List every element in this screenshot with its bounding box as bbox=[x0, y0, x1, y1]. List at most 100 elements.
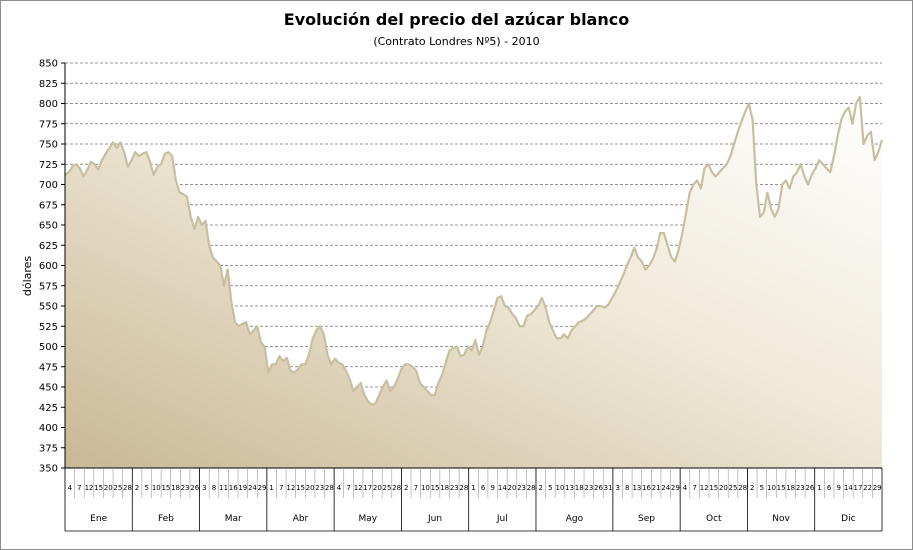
x-day-label: 23 bbox=[517, 484, 526, 492]
y-tick-label: 600 bbox=[39, 261, 58, 272]
y-tick-label: 400 bbox=[39, 423, 58, 434]
x-month-label: Dic bbox=[841, 514, 855, 524]
y-tick-label: 800 bbox=[39, 99, 58, 110]
y-tick-label: 750 bbox=[39, 140, 58, 151]
y-tick-label: 575 bbox=[39, 281, 58, 292]
x-day-label: 29 bbox=[671, 484, 680, 492]
x-day-label: 15 bbox=[94, 484, 103, 492]
x-day-label: 1 bbox=[471, 484, 475, 492]
x-day-label: 4 bbox=[337, 484, 342, 492]
x-day-label: 28 bbox=[392, 484, 401, 492]
x-day-label: 29 bbox=[873, 484, 882, 492]
x-day-label: 23 bbox=[315, 484, 324, 492]
y-tick-label: 425 bbox=[39, 403, 58, 414]
x-day-label: 28 bbox=[527, 484, 536, 492]
x-axis-ticks: 4 7 12 15 20 25 28 2 5 10 15 18 23 26 3 8 11 16 19 24 29 1 7 12… bbox=[64, 468, 883, 532]
y-tick-label: 525 bbox=[39, 322, 58, 333]
x-day-label: 3 bbox=[202, 484, 206, 492]
x-day-label: 20 bbox=[306, 484, 315, 492]
x-day-label: 7 bbox=[77, 484, 81, 492]
x-day-label: 1 bbox=[269, 484, 273, 492]
x-day-label: 29 bbox=[258, 484, 267, 492]
x-day-label: 19 bbox=[238, 484, 247, 492]
x-day-label: 6 bbox=[481, 484, 486, 492]
x-day-label: 4 bbox=[683, 484, 688, 492]
x-day-label: 2 bbox=[750, 484, 754, 492]
x-day-label: 8 bbox=[212, 484, 216, 492]
x-day-label: 20 bbox=[507, 484, 516, 492]
x-day-label: 1 bbox=[817, 484, 821, 492]
x-day-label: 23 bbox=[796, 484, 805, 492]
x-day-label: 12 bbox=[85, 484, 94, 492]
x-day-label: 24 bbox=[248, 484, 257, 492]
x-day-label: 13 bbox=[565, 484, 574, 492]
x-day-label: 23 bbox=[584, 484, 593, 492]
x-day-label: 10 bbox=[767, 484, 776, 492]
x-day-label: 4 bbox=[68, 484, 73, 492]
x-day-label: 25 bbox=[113, 484, 122, 492]
x-day-label: 20 bbox=[719, 484, 728, 492]
x-month-label: Sep bbox=[638, 514, 655, 524]
y-tick-label: 850 bbox=[39, 59, 58, 70]
y-axis-label: dólares bbox=[21, 256, 34, 297]
chart-title: Evolución del precio del azúcar blanco bbox=[283, 10, 630, 29]
x-day-label: 5 bbox=[548, 484, 552, 492]
x-day-label: 15 bbox=[777, 484, 786, 492]
y-tick-label: 650 bbox=[39, 221, 58, 232]
x-day-label: 23 bbox=[181, 484, 190, 492]
x-month-label: Jun bbox=[427, 514, 442, 524]
x-day-label: 15 bbox=[161, 484, 170, 492]
x-day-label: 28 bbox=[123, 484, 132, 492]
x-day-label: 28 bbox=[325, 484, 334, 492]
x-day-label: 7 bbox=[279, 484, 283, 492]
x-day-label: 10 bbox=[556, 484, 565, 492]
x-month-label: Ago bbox=[566, 514, 584, 524]
y-axis-ticks: 350 375 400 425 450 475 500 525 550 575 600 625 650 6… bbox=[39, 59, 65, 475]
x-day-label: 5 bbox=[760, 484, 764, 492]
x-day-label: 17 bbox=[854, 484, 863, 492]
x-day-label: 20 bbox=[373, 484, 382, 492]
x-day-label: 10 bbox=[421, 484, 430, 492]
x-day-label: 12 bbox=[286, 484, 295, 492]
y-tick-label: 500 bbox=[39, 342, 58, 353]
x-day-label: 14 bbox=[498, 484, 507, 492]
x-day-label: 26 bbox=[805, 484, 814, 492]
y-tick-label: 375 bbox=[39, 443, 58, 454]
x-day-label: 28 bbox=[738, 484, 747, 492]
x-day-label: 24 bbox=[661, 484, 670, 492]
x-day-label: 18 bbox=[786, 484, 795, 492]
x-day-label: 22 bbox=[863, 484, 872, 492]
x-day-label: 14 bbox=[844, 484, 853, 492]
x-day-label: 25 bbox=[383, 484, 392, 492]
x-day-label: 2 bbox=[539, 484, 543, 492]
x-day-label: 2 bbox=[404, 484, 408, 492]
x-day-label: 23 bbox=[450, 484, 459, 492]
x-day-label: 10 bbox=[152, 484, 161, 492]
y-tick-label: 675 bbox=[39, 200, 58, 211]
x-day-label: 5 bbox=[144, 484, 148, 492]
x-day-label: 15 bbox=[709, 484, 718, 492]
x-day-label: 6 bbox=[827, 484, 832, 492]
area-fill bbox=[65, 97, 882, 469]
y-tick-label: 825 bbox=[39, 79, 58, 90]
y-tick-label: 550 bbox=[39, 302, 58, 313]
y-tick-label: 775 bbox=[39, 119, 58, 130]
x-month-label: May bbox=[358, 514, 377, 524]
x-month-label: Oct bbox=[706, 514, 722, 524]
x-day-label: 21 bbox=[652, 484, 661, 492]
x-day-label: 16 bbox=[642, 484, 651, 492]
x-day-label: 25 bbox=[729, 484, 738, 492]
x-month-label: Feb bbox=[158, 514, 174, 524]
x-day-label: 15 bbox=[431, 484, 440, 492]
x-day-label: 15 bbox=[296, 484, 305, 492]
x-month-label: Ene bbox=[90, 514, 107, 524]
y-tick-label: 700 bbox=[39, 180, 58, 191]
x-day-label: 18 bbox=[440, 484, 449, 492]
x-day-label: 18 bbox=[575, 484, 584, 492]
x-day-label: 7 bbox=[414, 484, 418, 492]
x-day-label: 20 bbox=[104, 484, 113, 492]
x-day-label: 8 bbox=[625, 484, 629, 492]
x-day-label: 28 bbox=[459, 484, 468, 492]
x-day-label: 13 bbox=[632, 484, 641, 492]
price-area bbox=[64, 95, 884, 469]
